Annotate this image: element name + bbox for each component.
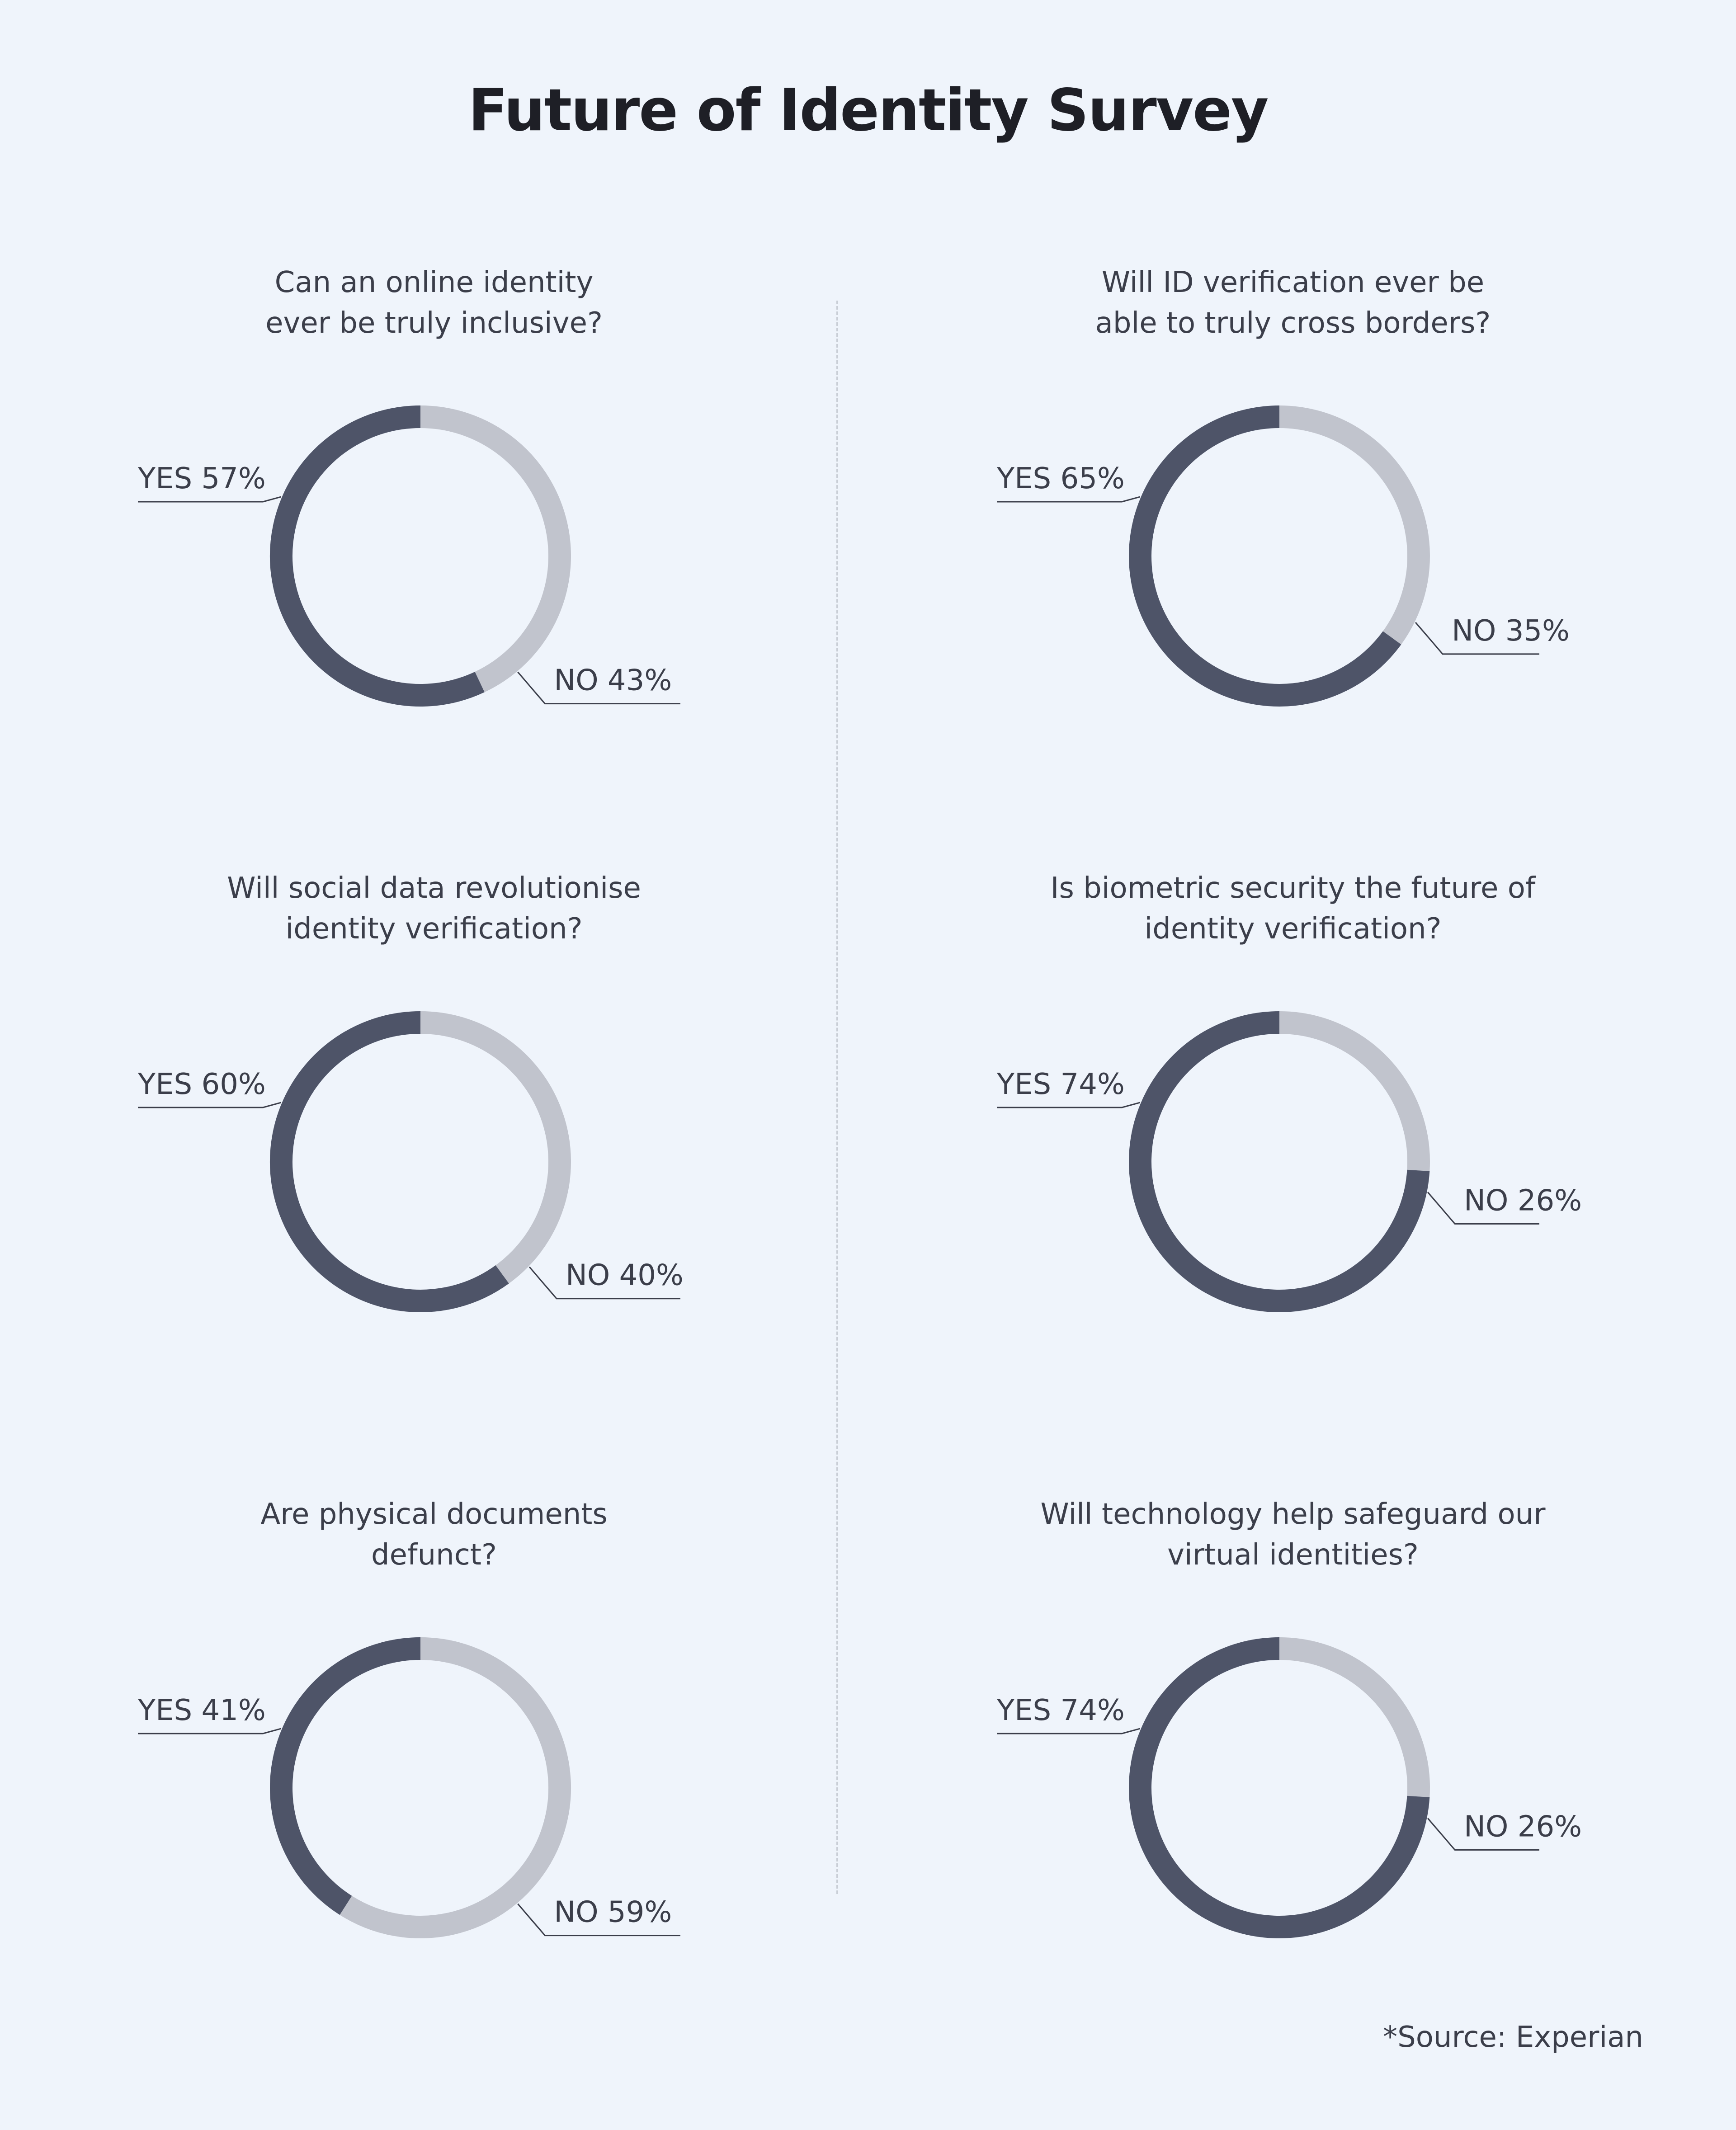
- yes-leader-line: [138, 496, 282, 503]
- question-text: Will ID verification ever be able to tru…: [1095, 266, 1491, 340]
- no-label: NO 26%: [1464, 1810, 1582, 1843]
- slice-no: [1279, 405, 1430, 645]
- slice-yes: [270, 1637, 421, 1915]
- slice-yes: [270, 405, 485, 707]
- no-leader-line: [528, 1266, 680, 1300]
- slice-yes: [1129, 1011, 1430, 1312]
- no-leader-line: [1427, 1818, 1539, 1851]
- yes-label: YES 57%: [137, 462, 266, 495]
- donut-chart: YES 65% NO 35%: [996, 405, 1570, 707]
- donut-chart: YES 60% NO 40%: [137, 1011, 684, 1312]
- slice-no: [420, 1011, 571, 1284]
- slice-no: [340, 1637, 571, 1938]
- yes-leader-line: [997, 1102, 1141, 1108]
- no-label: NO 59%: [554, 1896, 672, 1929]
- no-leader-line: [517, 671, 680, 705]
- question-text: Will social data revolutionise identity …: [227, 872, 641, 946]
- yes-label: YES 65%: [996, 462, 1125, 495]
- survey-panel-technology: Will technology help safeguard our virtu…: [859, 1494, 1727, 2113]
- donut-chart: YES 57% NO 43%: [137, 405, 680, 707]
- column-divider: [836, 301, 838, 1894]
- question-text: Will technology help safeguard our virtu…: [1040, 1498, 1546, 1572]
- yes-leader-line: [138, 1728, 282, 1734]
- no-label: NO 35%: [1452, 614, 1570, 648]
- no-label: NO 43%: [554, 664, 672, 697]
- survey-panel-cross-borders: Will ID verification ever be able to tru…: [859, 262, 1727, 881]
- slice-no: [420, 405, 571, 693]
- question-text: Is biometric security the future of iden…: [1050, 872, 1536, 946]
- no-leader-line: [1427, 1192, 1539, 1225]
- donut-chart: YES 74% NO 26%: [996, 1011, 1582, 1312]
- yes-leader-line: [138, 1102, 282, 1108]
- yes-label: YES 41%: [137, 1694, 266, 1727]
- no-label: NO 40%: [566, 1259, 684, 1292]
- slice-no: [1279, 1637, 1430, 1797]
- no-leader-line: [517, 1903, 680, 1937]
- yes-label: YES 74%: [996, 1694, 1125, 1727]
- survey-panel-inclusive: Can an online identity ever be truly inc…: [0, 262, 868, 881]
- donut-chart: YES 74% NO 26%: [996, 1637, 1582, 1938]
- survey-panel-biometric: Is biometric security the future of iden…: [859, 868, 1727, 1487]
- yes-leader-line: [997, 496, 1141, 503]
- slice-yes: [1129, 405, 1401, 707]
- question-text: Are physical documents defunct?: [260, 1498, 608, 1572]
- yes-leader-line: [997, 1728, 1141, 1734]
- source-note: *Source: Experian: [1383, 2021, 1643, 2054]
- page-title: Future of Identity Survey: [468, 77, 1269, 144]
- slice-no: [1279, 1011, 1430, 1171]
- no-leader-line: [1415, 622, 1539, 655]
- survey-panel-physical-documents: Are physical documents defunct? YES 41% N…: [0, 1494, 868, 2113]
- yes-label: YES 74%: [996, 1068, 1125, 1101]
- survey-panel-social-data: Will social data revolutionise identity …: [0, 868, 868, 1487]
- no-label: NO 26%: [1464, 1184, 1582, 1217]
- yes-label: YES 60%: [137, 1068, 266, 1101]
- donut-chart: YES 41% NO 59%: [137, 1637, 680, 1938]
- question-text: Can an online identity ever be truly inc…: [265, 266, 603, 340]
- slice-yes: [1129, 1637, 1430, 1938]
- slice-yes: [270, 1011, 509, 1312]
